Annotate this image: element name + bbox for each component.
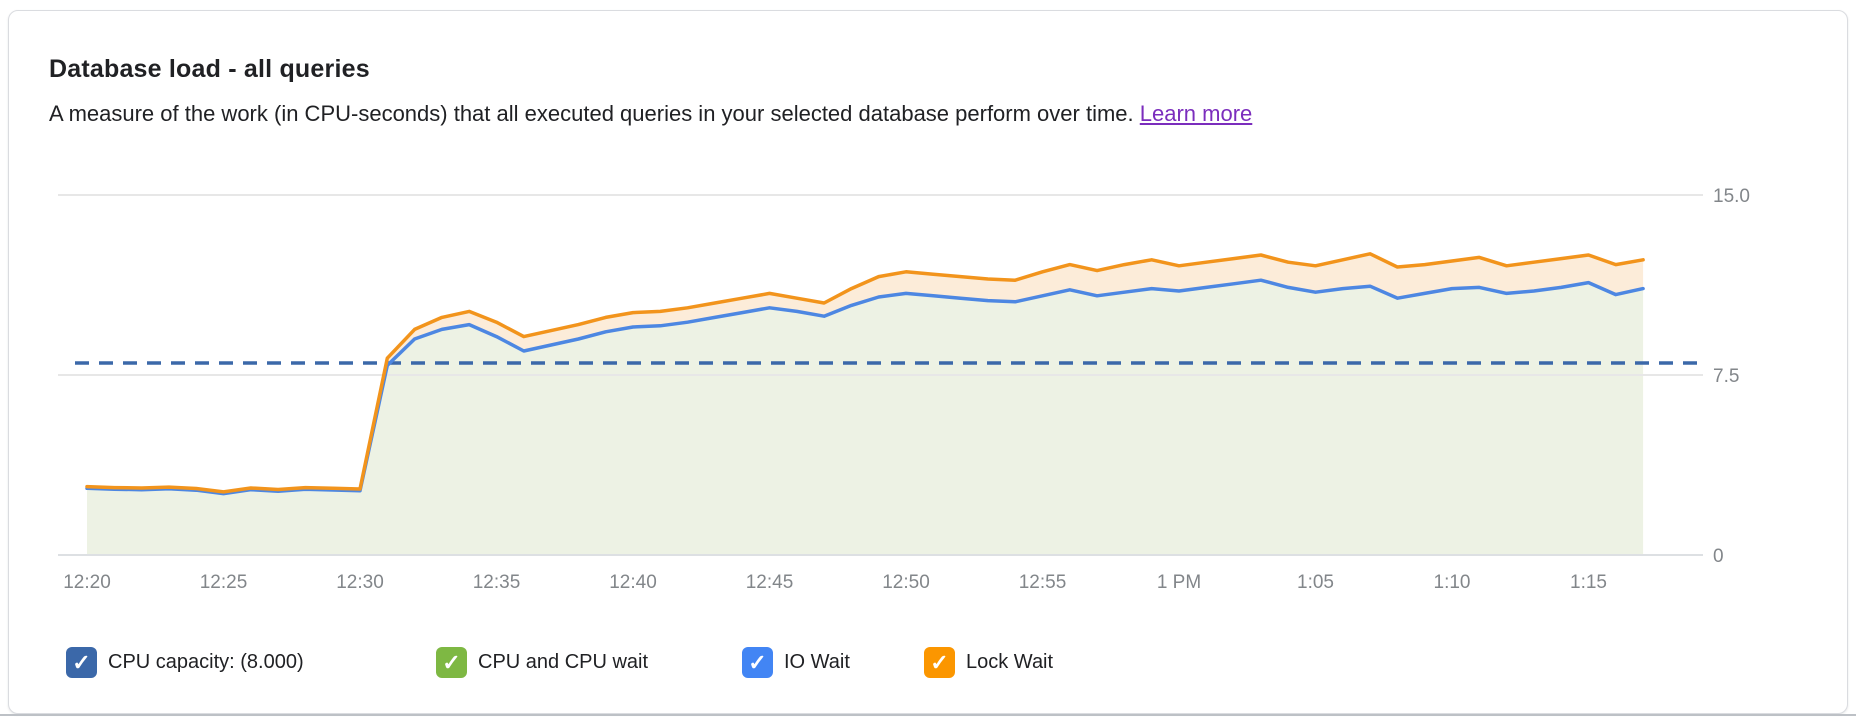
- lock-wait-band: [87, 253, 1644, 494]
- chart-description: A measure of the work (in CPU-seconds) t…: [49, 101, 1252, 127]
- x-tick-label: 1:15: [1570, 572, 1607, 593]
- x-tick-label: 12:55: [1019, 572, 1067, 593]
- legend-label: Lock Wait: [966, 651, 1054, 673]
- checkmark-icon: ✓: [72, 649, 91, 675]
- x-tick-label: 1:05: [1297, 572, 1334, 593]
- checkmark-icon: ✓: [442, 649, 461, 675]
- learn-more-link[interactable]: Learn more: [1139, 101, 1253, 126]
- cpu-wait-area: [87, 281, 1644, 555]
- page-title: Database load - all queries: [49, 55, 370, 83]
- y-tick-label: 0: [1713, 546, 1724, 567]
- cpu-capacity-checkbox: ✓: [66, 647, 97, 678]
- checkmark-icon: ✓: [930, 649, 949, 675]
- x-tick-label: 1:10: [1434, 572, 1471, 593]
- legend-item-cpu-and-cpu-wait[interactable]: ✓ CPU and CPU wait: [436, 647, 648, 678]
- x-tick-label: 12:40: [609, 572, 657, 593]
- x-tick-label: 12:20: [63, 572, 111, 593]
- checkmark-icon: ✓: [748, 649, 767, 675]
- lock-wait-checkbox: ✓: [924, 647, 955, 678]
- cpu-wait-checkbox: ✓: [436, 647, 467, 678]
- page-divider: [0, 714, 1856, 716]
- x-tick-label: 1 PM: [1157, 572, 1201, 593]
- legend-label: CPU and CPU wait: [478, 651, 649, 673]
- legend-item-lock-wait[interactable]: ✓ Lock Wait: [924, 647, 1053, 678]
- legend-item-cpu-capacity[interactable]: ✓ CPU capacity: (8.000): [66, 647, 304, 678]
- lock-wait-line: [85, 252, 1645, 494]
- legend-label: CPU capacity: (8.000): [108, 651, 304, 673]
- legend-item-io-wait[interactable]: ✓ IO Wait: [742, 647, 850, 678]
- io-wait-checkbox: ✓: [742, 647, 773, 678]
- legend-label: IO Wait: [784, 651, 850, 673]
- y-tick-label: 7.5: [1713, 366, 1739, 387]
- x-tick-label: 12:35: [473, 572, 521, 593]
- x-tick-label: 12:50: [882, 572, 930, 593]
- x-tick-label: 12:30: [336, 572, 384, 593]
- x-tick-label: 12:45: [746, 572, 794, 593]
- chart-description-text: A measure of the work (in CPU-seconds) t…: [49, 101, 1134, 126]
- x-tick-label: 12:25: [200, 572, 248, 593]
- y-tick-label: 15.0: [1713, 186, 1750, 207]
